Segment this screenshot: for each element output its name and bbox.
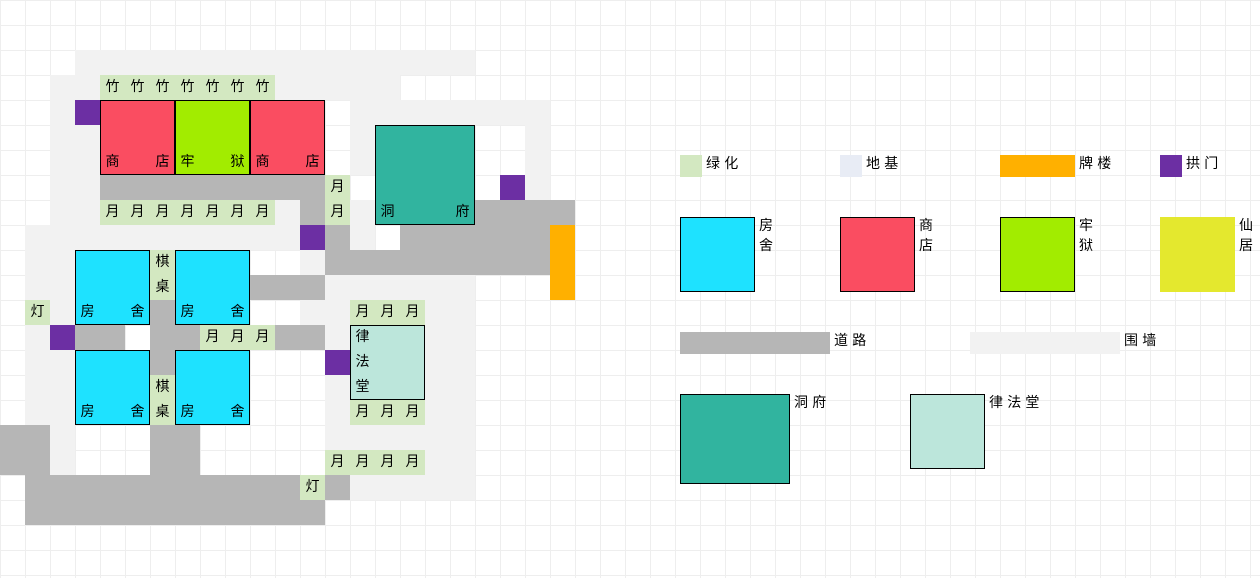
swatch-house (680, 217, 755, 292)
legend-arch: 拱门 (1160, 155, 1260, 177)
swatch-gateway (1000, 155, 1075, 177)
legend-green: 绿化 (680, 155, 810, 177)
swatch-lawhall (910, 394, 985, 469)
legend-shop: 商店 (840, 217, 970, 292)
legend-immortal: 仙居 (1160, 217, 1260, 292)
legend-label: 道路 (834, 332, 870, 352)
swatch-foundation (840, 155, 862, 177)
legend-label: 拱门 (1186, 155, 1222, 175)
legend-label: 地基 (866, 155, 902, 175)
legend-label: 围墙 (1124, 332, 1160, 352)
legend-lawhall: 律法堂 (910, 394, 1044, 469)
swatch-road (680, 332, 830, 354)
swatch-cave (680, 394, 790, 484)
swatch-immortal (1160, 217, 1235, 292)
legend: 绿化 地基 牌楼 拱门 房舍 商店 牢狱 仙居 道路 围墙 洞府 律法堂 (680, 155, 1240, 524)
legend-label: 牌楼 (1079, 155, 1115, 175)
legend-foundation: 地基 (840, 155, 970, 177)
legend-label: 绿化 (706, 155, 742, 175)
swatch-shop (840, 217, 915, 292)
legend-wall: 围墙 (970, 332, 1160, 354)
legend-house: 房舍 (680, 217, 810, 292)
legend-gateway: 牌楼 (1000, 155, 1130, 177)
legend-label: 洞府 (794, 394, 830, 414)
swatch-wall (970, 332, 1120, 354)
legend-label: 仙居 (1239, 217, 1257, 256)
swatch-arch (1160, 155, 1182, 177)
legend-label: 房舍 (759, 217, 777, 256)
legend-label: 律法堂 (989, 394, 1044, 414)
swatch-jail (1000, 217, 1075, 292)
legend-road: 道路 (680, 332, 940, 354)
legend-label: 商店 (919, 217, 937, 256)
legend-jail: 牢狱 (1000, 217, 1130, 292)
legend-cave: 洞府 (680, 394, 880, 484)
swatch-green (680, 155, 702, 177)
legend-label: 牢狱 (1079, 217, 1097, 256)
